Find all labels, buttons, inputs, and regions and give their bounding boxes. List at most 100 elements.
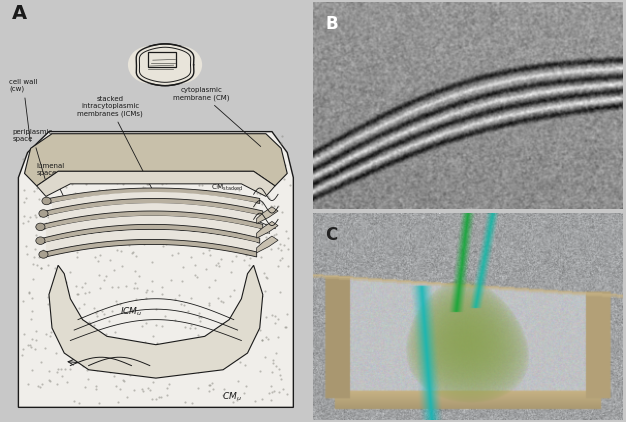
Point: [117, 263, 127, 270]
Point: [274, 334, 284, 341]
Point: [140, 338, 150, 345]
Point: [218, 337, 228, 344]
Point: [92, 366, 102, 373]
Point: [204, 300, 214, 307]
Point: [247, 158, 257, 165]
Point: [143, 161, 153, 168]
Point: [101, 186, 111, 193]
Point: [116, 151, 126, 157]
Point: [44, 286, 54, 293]
Point: [276, 247, 286, 254]
Point: [193, 181, 203, 188]
Point: [112, 179, 122, 186]
Point: [56, 324, 66, 330]
Point: [183, 308, 193, 315]
Point: [61, 223, 71, 230]
Point: [268, 360, 278, 366]
Point: [173, 228, 183, 235]
Point: [274, 262, 284, 269]
Point: [264, 390, 274, 397]
Point: [236, 240, 246, 246]
Point: [130, 268, 140, 274]
Point: [261, 333, 271, 340]
Point: [128, 348, 138, 355]
Point: [138, 387, 148, 394]
Point: [252, 133, 262, 139]
Point: [270, 350, 280, 357]
Point: [237, 134, 247, 141]
Ellipse shape: [158, 46, 202, 84]
Point: [27, 335, 37, 342]
Point: [225, 269, 235, 276]
Point: [239, 257, 249, 263]
Point: [193, 384, 203, 391]
Point: [242, 251, 252, 258]
Bar: [148, 52, 176, 67]
Point: [53, 247, 63, 254]
Point: [197, 362, 207, 369]
Point: [277, 209, 287, 216]
Point: [43, 214, 53, 221]
Point: [237, 296, 247, 303]
Point: [221, 362, 231, 368]
Point: [41, 331, 51, 338]
Point: [90, 254, 100, 260]
Point: [261, 314, 271, 320]
Point: [282, 391, 292, 398]
Point: [176, 359, 186, 366]
Point: [259, 170, 269, 177]
Point: [23, 341, 33, 348]
Point: [52, 332, 62, 338]
Point: [195, 208, 205, 215]
Point: [19, 187, 29, 194]
Point: [193, 314, 203, 320]
Point: [80, 202, 90, 208]
Point: [93, 258, 103, 265]
Point: [29, 254, 39, 261]
Point: [275, 288, 285, 295]
Point: [118, 352, 128, 359]
Polygon shape: [24, 134, 287, 186]
Point: [257, 336, 267, 343]
Point: [17, 351, 27, 358]
Point: [162, 163, 172, 170]
Point: [281, 227, 291, 234]
Point: [94, 187, 104, 193]
Point: [59, 317, 69, 324]
Point: [192, 273, 202, 280]
Point: [274, 365, 284, 372]
Point: [113, 168, 123, 175]
Point: [111, 357, 121, 364]
Point: [271, 231, 281, 238]
Ellipse shape: [36, 223, 45, 231]
Point: [232, 356, 242, 363]
Point: [113, 300, 123, 307]
Point: [24, 214, 34, 220]
Point: [107, 307, 117, 314]
Point: [145, 223, 155, 230]
Point: [251, 315, 261, 322]
Point: [107, 284, 117, 290]
Point: [105, 139, 115, 146]
Point: [91, 385, 101, 392]
Point: [40, 344, 50, 351]
Point: [264, 146, 274, 152]
Point: [205, 251, 215, 258]
Point: [223, 362, 233, 368]
Point: [116, 161, 126, 168]
Point: [58, 298, 68, 305]
Point: [177, 278, 187, 285]
Point: [257, 395, 267, 402]
Point: [18, 298, 28, 304]
Point: [123, 197, 133, 204]
Point: [18, 156, 28, 162]
Point: [228, 399, 238, 406]
Point: [98, 175, 108, 181]
Point: [83, 174, 93, 181]
Point: [35, 384, 45, 391]
Point: [190, 197, 200, 203]
Point: [161, 240, 171, 247]
Point: [56, 287, 66, 294]
Point: [251, 208, 261, 215]
Ellipse shape: [131, 44, 198, 86]
